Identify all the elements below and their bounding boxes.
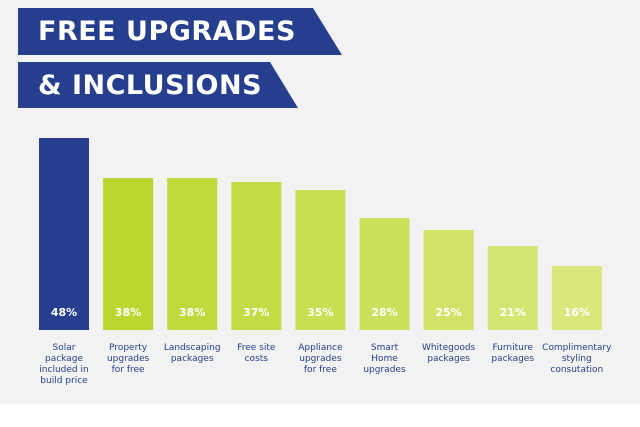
category-label-line: Whitegoods bbox=[421, 343, 476, 353]
category-label-line: styling bbox=[561, 354, 592, 364]
bar-7 bbox=[423, 230, 474, 330]
bar-4 bbox=[231, 182, 282, 330]
bar-5 bbox=[295, 190, 346, 330]
category-label-line: packages bbox=[491, 354, 535, 364]
category-label-6: Smart Home upgrades bbox=[349, 343, 421, 376]
category-label-line: Smart bbox=[370, 343, 399, 353]
category-label-7: Whitegoods packages bbox=[413, 343, 485, 365]
category-label-line: consutation bbox=[550, 365, 604, 375]
category-label-5: Appliance upgrades for free bbox=[284, 343, 356, 376]
category-label-line: Appliance bbox=[298, 343, 343, 353]
bar-2 bbox=[103, 178, 154, 330]
category-label-line: Landscaping bbox=[163, 343, 221, 353]
bar-value-label-6: 28% bbox=[371, 306, 397, 319]
title-line-1-text: FREE UPGRADES bbox=[38, 16, 296, 47]
bar-value-label-5: 35% bbox=[307, 306, 333, 319]
category-label-3: Landscaping packages bbox=[156, 343, 228, 365]
category-label-line: Free site bbox=[237, 343, 276, 353]
category-label-line: costs bbox=[244, 354, 268, 364]
bar-value-label-9: 16% bbox=[564, 306, 590, 319]
category-label-line: Home bbox=[371, 354, 398, 364]
category-label-line: for free bbox=[303, 365, 337, 375]
category-label-line: build price bbox=[40, 376, 88, 386]
category-label-line: Furniture bbox=[492, 343, 533, 353]
title-line-2-text: & INCLUSIONS bbox=[38, 69, 263, 101]
category-label-line: Solar bbox=[52, 343, 76, 353]
category-label-line: for free bbox=[111, 365, 145, 375]
bar-1 bbox=[39, 138, 89, 330]
category-label-line: upgrades bbox=[106, 354, 150, 364]
bar-9 bbox=[551, 266, 602, 330]
bar-8 bbox=[487, 246, 538, 330]
title-line-2: & INCLUSIONS bbox=[18, 62, 298, 108]
category-label-line: Complimentary bbox=[542, 343, 612, 353]
bar-3 bbox=[167, 178, 218, 330]
bar-value-label-7: 25% bbox=[435, 306, 461, 319]
bar-value-label-4: 37% bbox=[243, 306, 269, 319]
category-label-line: packages bbox=[427, 354, 470, 364]
bar-value-label-8: 21% bbox=[500, 306, 526, 319]
category-label-9: Complimentary styling consutation bbox=[541, 343, 613, 376]
bar-value-label-1: 48% bbox=[51, 306, 77, 319]
category-label-8: Furniture packages bbox=[477, 343, 549, 365]
category-label-line: upgrades bbox=[299, 354, 342, 364]
category-label-line: included in bbox=[39, 365, 89, 375]
title-line-1: FREE UPGRADES bbox=[18, 8, 342, 55]
category-label-line: package bbox=[45, 354, 83, 364]
bar-value-label-2: 38% bbox=[115, 306, 141, 319]
category-label-4: Free site costs bbox=[220, 343, 292, 365]
category-label-2: Property upgrades for free bbox=[92, 343, 164, 376]
footer-strip bbox=[0, 404, 640, 427]
category-label-line: Property bbox=[109, 343, 148, 353]
category-label-line: packages bbox=[170, 354, 214, 364]
category-label-line: upgrades bbox=[363, 365, 406, 375]
bar-value-label-3: 38% bbox=[179, 306, 205, 319]
bar-6 bbox=[359, 218, 410, 330]
category-label-1: Solar package included in build price bbox=[28, 343, 100, 387]
